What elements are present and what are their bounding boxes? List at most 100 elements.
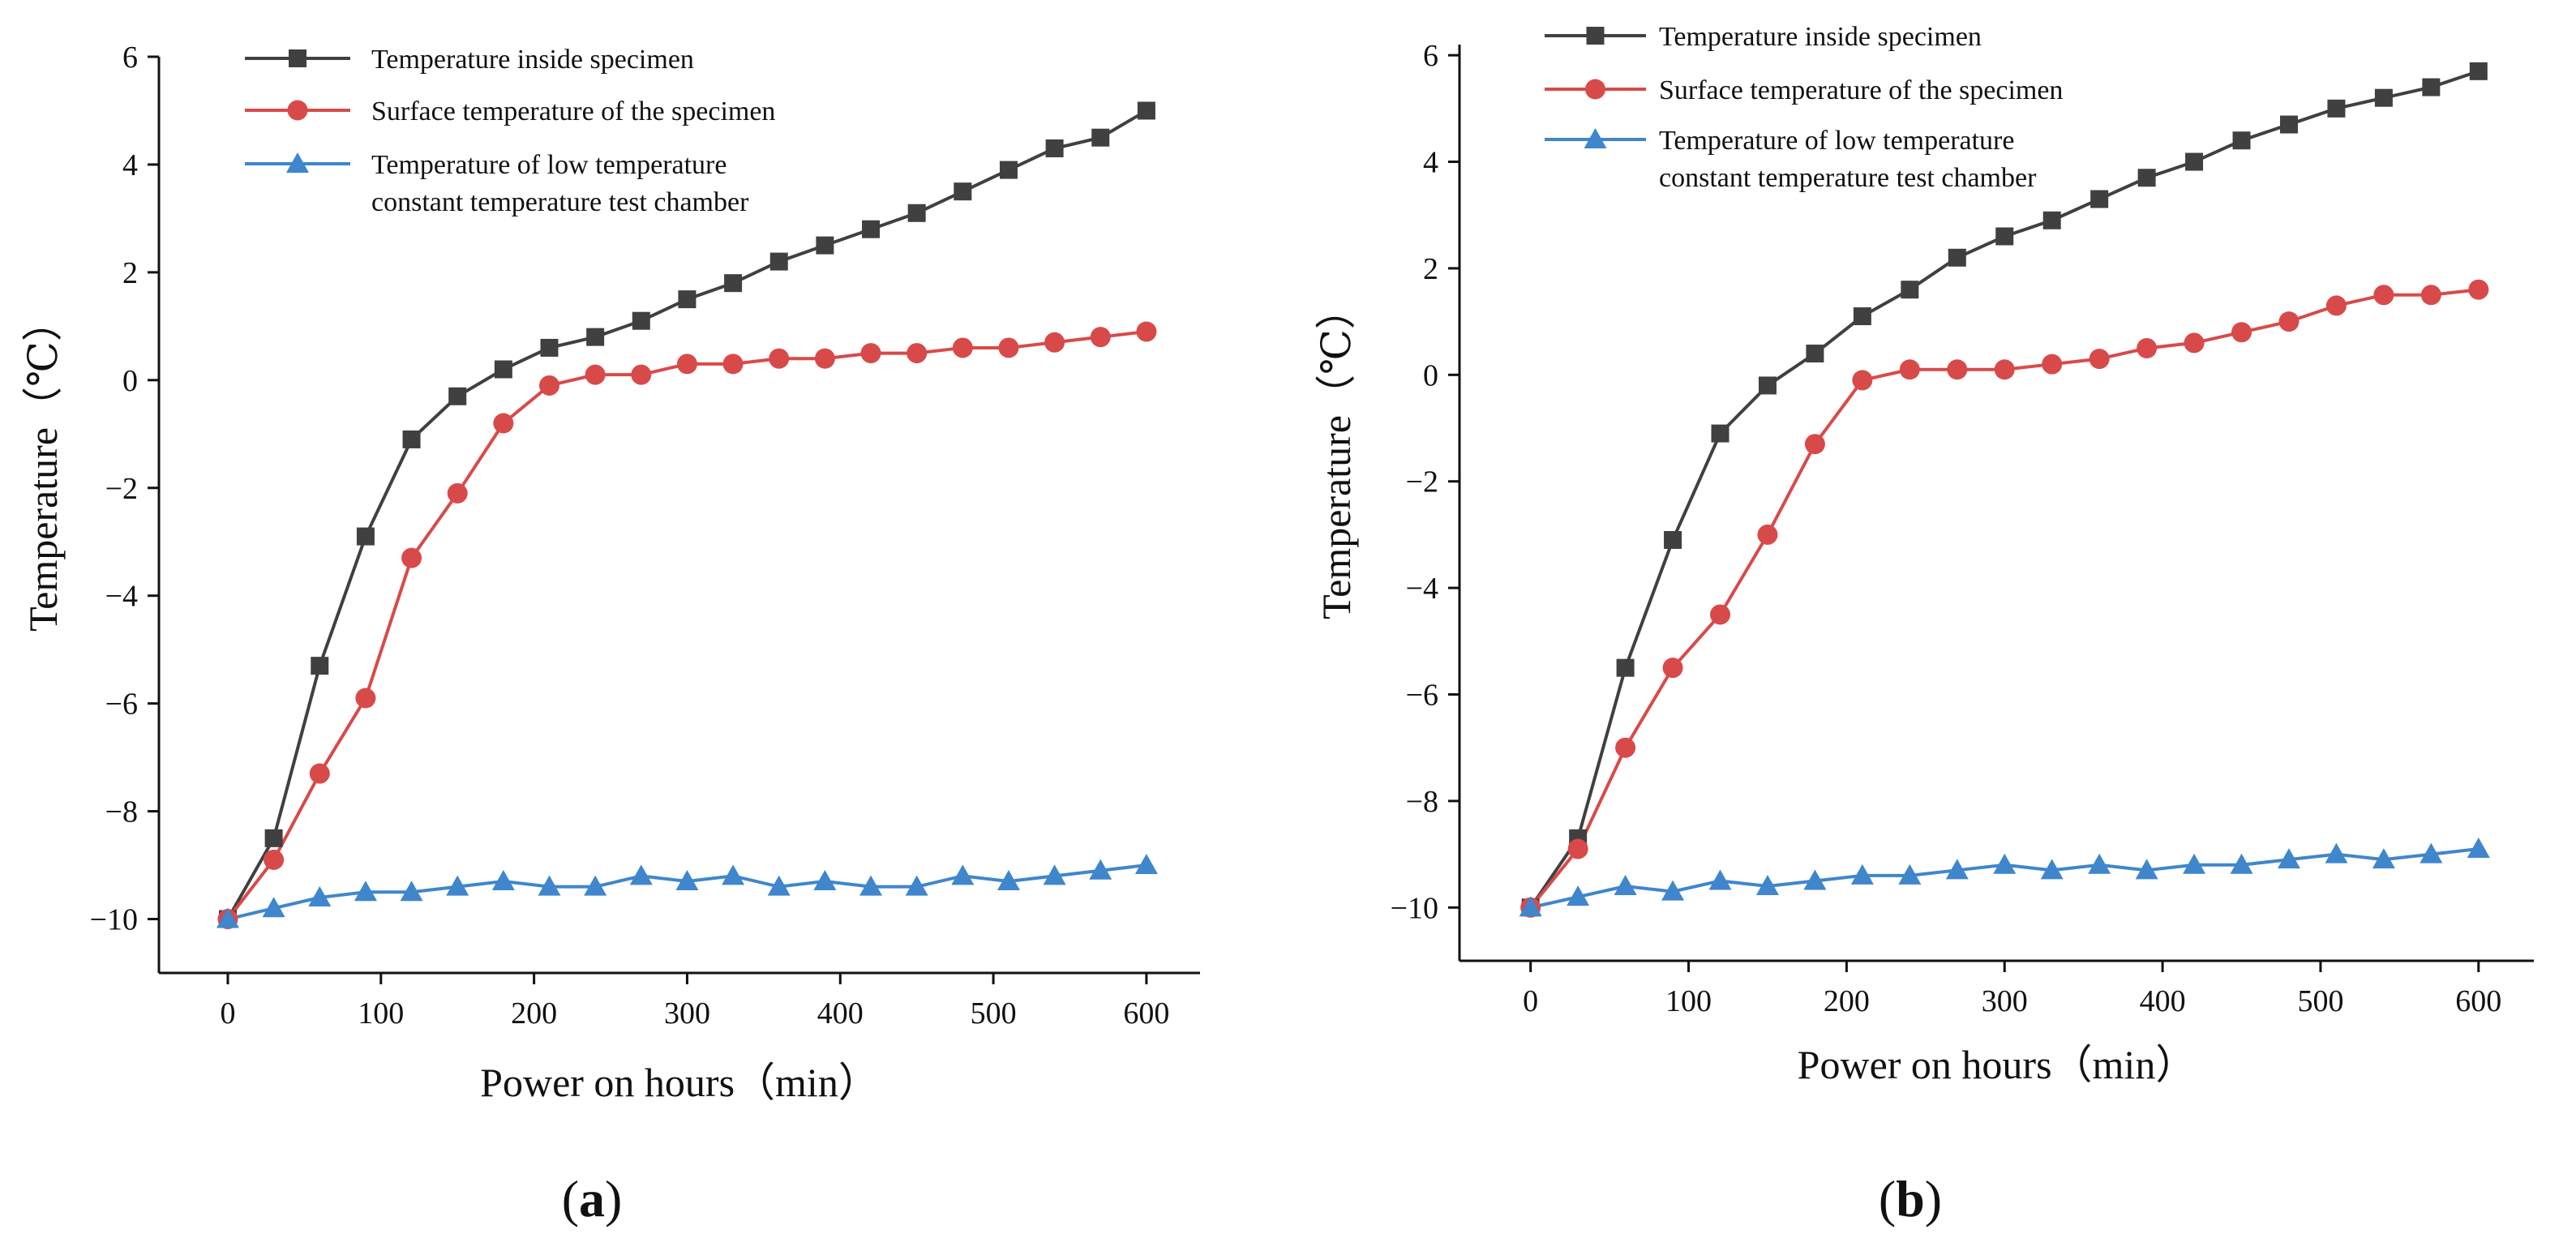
- data-point-inside: [1901, 281, 1919, 299]
- data-point-inside: [2469, 62, 2488, 80]
- data-point-inside: [586, 328, 605, 346]
- x-tick-label: 300: [664, 996, 710, 1031]
- data-point-chamber: [2467, 838, 2490, 859]
- data-point-chamber: [1661, 880, 1685, 901]
- data-point-chamber: [584, 875, 607, 896]
- data-point-chamber: [1898, 863, 1922, 885]
- data-point-inside: [2279, 115, 2298, 134]
- data-point-inside: [1853, 307, 1871, 326]
- data-point-chamber: [2230, 853, 2253, 874]
- data-point-chamber: [859, 875, 883, 896]
- x-tick-label: 300: [1982, 984, 2028, 1018]
- x-tick-label: 0: [220, 996, 235, 1031]
- legend-marker-chamber: [286, 152, 309, 173]
- data-point-chamber: [308, 885, 332, 906]
- data-point-inside: [816, 236, 834, 255]
- y-tick-label: −2: [1406, 465, 1438, 499]
- data-point-chamber: [1614, 875, 1637, 896]
- data-point-surface: [907, 343, 928, 364]
- data-point-surface: [2278, 311, 2300, 332]
- data-point-chamber: [1803, 869, 1827, 890]
- data-point-inside: [1137, 101, 1155, 120]
- x-tick-label: 100: [358, 996, 404, 1031]
- chart-panel-a: −10 −8 −6 −4 −2 0 2 4 6 0 100 200 300 400 500 600 Power …: [20, 41, 1200, 1228]
- legend-marker-inside: [1586, 27, 1605, 45]
- data-point-chamber: [629, 864, 653, 885]
- data-point-inside: [769, 252, 788, 271]
- data-point-inside: [2374, 88, 2393, 107]
- data-point-chamber: [1089, 859, 1112, 880]
- data-point-inside: [678, 290, 697, 309]
- data-point-inside: [2422, 78, 2441, 96]
- y-tick-label: 6: [122, 41, 138, 75]
- y-tick-label: 2: [122, 256, 138, 290]
- data-point-surface: [1947, 359, 1968, 380]
- data-point-inside: [1995, 227, 2014, 246]
- legend: Temperature inside specimen Surface tempe…: [1545, 22, 2063, 193]
- data-point-surface: [2231, 322, 2252, 343]
- x-tick-label: 600: [2455, 984, 2501, 1018]
- data-point-inside: [1091, 128, 1110, 147]
- data-point-inside: [2232, 131, 2251, 150]
- x-axis-title: Power on hours（min）: [480, 1060, 879, 1105]
- series-line-surface: [1529, 288, 2480, 909]
- data-point-chamber: [2183, 853, 2206, 874]
- y-axis-title: Temperature（℃）: [1314, 289, 1359, 619]
- y-tick-label: −4: [1406, 572, 1438, 606]
- legend-label-chamber-line2: constant temperature test chamber: [371, 187, 749, 217]
- data-point-chamber: [2040, 859, 2064, 880]
- legend-marker-chamber: [1584, 128, 1607, 148]
- y-tick-label: −10: [90, 903, 138, 937]
- legend-marker-surface: [1585, 79, 1605, 100]
- legend-marker-inside: [289, 49, 306, 67]
- series-line-surface: [226, 330, 1147, 920]
- x-tick-label: 500: [2297, 984, 2343, 1018]
- data-point-chamber: [2135, 859, 2158, 880]
- x-tick-label: 500: [971, 996, 1017, 1031]
- data-point-inside: [540, 338, 559, 357]
- x-tick-label: 400: [817, 996, 864, 1031]
- data-point-chamber: [905, 875, 928, 896]
- y-axis-title: Temperature（℃）: [20, 301, 66, 632]
- data-point-surface: [1852, 370, 1873, 391]
- data-point-surface: [2184, 332, 2205, 354]
- series-line-inside: [1529, 69, 2480, 909]
- data-point-inside: [2042, 211, 2061, 229]
- data-point-surface: [814, 348, 835, 369]
- data-point-surface: [447, 482, 468, 504]
- legend-label-chamber-line1: Temperature of low temperature: [371, 150, 727, 180]
- data-point-chamber: [491, 870, 515, 890]
- data-point-inside: [2185, 152, 2204, 171]
- data-point-chamber: [262, 897, 285, 918]
- data-point-surface: [1567, 838, 1588, 859]
- data-point-chamber: [1043, 864, 1066, 885]
- legend-marker-surface: [287, 100, 308, 121]
- data-point-inside: [1758, 376, 1777, 395]
- data-point-surface: [1662, 658, 1683, 679]
- data-point-surface: [1899, 359, 1920, 380]
- x-tick-label: 600: [1123, 996, 1169, 1031]
- data-point-chamber: [767, 875, 791, 896]
- data-point-inside: [999, 161, 1018, 179]
- y-tick-label: 2: [1423, 252, 1438, 286]
- panel-label: (a): [562, 1170, 623, 1228]
- x-tick-label: 200: [511, 996, 557, 1031]
- panel-label: (b): [1879, 1170, 1942, 1228]
- data-point-surface: [952, 337, 973, 358]
- y-tick-label: −8: [1406, 785, 1438, 819]
- data-point-inside: [724, 274, 743, 293]
- data-point-chamber: [1708, 869, 1732, 890]
- legend: Temperature inside specimen Surface tempe…: [245, 45, 775, 217]
- data-point-inside: [1664, 530, 1682, 549]
- data-point-surface: [2325, 295, 2347, 316]
- data-point-inside: [862, 220, 881, 238]
- data-point-chamber: [1134, 854, 1158, 875]
- data-point-chamber: [538, 875, 561, 896]
- y-tick-label: −6: [105, 688, 138, 722]
- y-tick-label: 4: [1423, 146, 1438, 180]
- data-point-chamber: [813, 870, 837, 890]
- data-point-chamber: [354, 881, 377, 902]
- data-point-chamber: [722, 864, 745, 885]
- data-point-inside: [1948, 248, 1966, 267]
